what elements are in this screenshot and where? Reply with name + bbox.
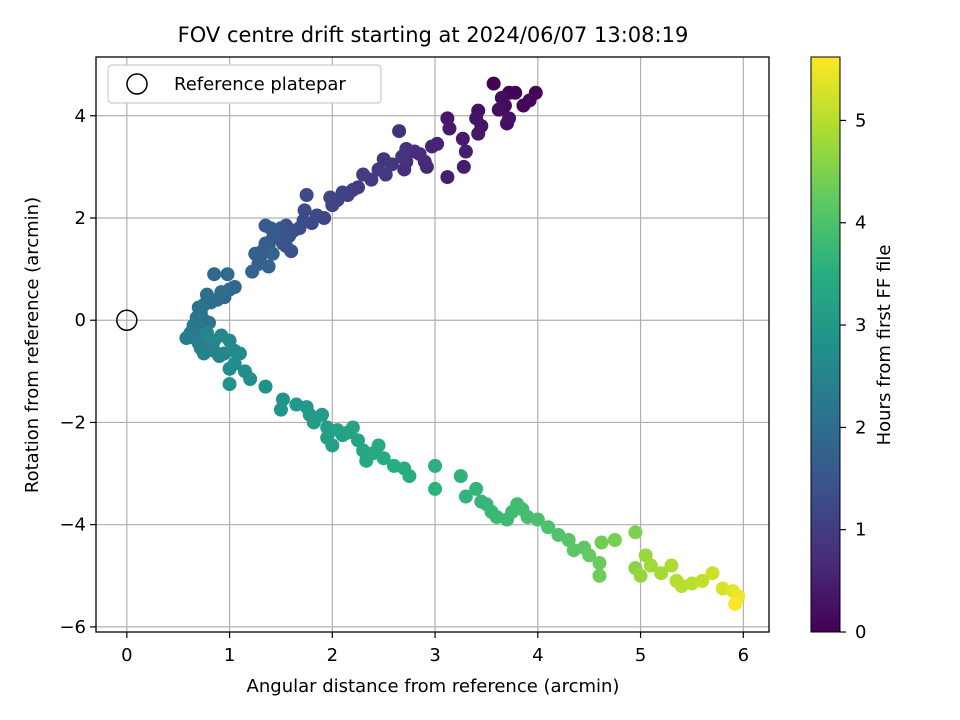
colorbar (810, 56, 841, 633)
x-tick-label: 6 (738, 645, 749, 666)
data-point (323, 190, 338, 205)
data-point (315, 407, 330, 422)
legend-reference-marker (126, 73, 148, 95)
data-point (508, 85, 523, 100)
data-point (628, 525, 643, 540)
data-point (607, 533, 622, 547)
legend: Reference platepar (107, 64, 382, 104)
data-point (695, 573, 710, 588)
legend-label: Reference platepar (174, 74, 346, 95)
data-point (728, 596, 743, 611)
data-point (594, 535, 609, 550)
data-point (299, 188, 314, 202)
data-point (541, 520, 556, 535)
data-point (207, 267, 222, 282)
data-point (428, 458, 443, 473)
data-point (227, 280, 242, 294)
data-point (664, 558, 679, 573)
data-point (458, 489, 473, 504)
y-tick-label: 0 (75, 310, 86, 331)
data-point (530, 512, 545, 527)
data-point (522, 93, 537, 108)
x-tick-label: 4 (532, 645, 543, 666)
chart-title: FOV centre drift starting at 2024/06/07 … (178, 23, 689, 47)
data-points (179, 76, 746, 611)
x-tick-label: 3 (429, 645, 440, 666)
data-point (376, 451, 391, 466)
data-point (402, 469, 417, 484)
data-point (592, 568, 607, 583)
legend-box (107, 64, 382, 104)
data-point (258, 379, 273, 394)
x-axis-label: Angular distance from reference (arcmin) (247, 676, 620, 697)
data-point (220, 267, 235, 282)
data-point (279, 239, 294, 254)
data-point (494, 90, 509, 105)
colorbar-tick-label: 0 (855, 622, 866, 643)
data-point (297, 203, 312, 218)
y-axis-label: Rotation from reference (arcmin) (22, 197, 43, 493)
x-tick-label: 1 (224, 645, 235, 666)
data-point (356, 167, 371, 182)
data-point (378, 167, 393, 182)
data-point (455, 131, 470, 146)
data-point (371, 438, 386, 453)
data-point (261, 259, 276, 274)
data-point (654, 566, 669, 581)
data-point (392, 124, 407, 139)
data-point (502, 111, 517, 126)
data-point (222, 377, 237, 392)
y-tick-label: 4 (75, 106, 86, 127)
data-point (325, 438, 340, 453)
colorbar-tick-label: 3 (855, 315, 866, 336)
data-point (273, 221, 288, 236)
data-point (345, 420, 360, 435)
colorbar-tick-label: 2 (855, 417, 866, 438)
x-tick-label: 0 (121, 645, 132, 666)
data-point (458, 144, 473, 159)
data-point (633, 568, 648, 583)
colorbar-tick-label: 4 (855, 213, 866, 234)
data-point (705, 566, 720, 581)
y-tick-label: 2 (75, 208, 86, 229)
data-point (243, 372, 258, 386)
data-point (397, 162, 412, 177)
x-tick-label: 2 (327, 645, 338, 666)
colorbar-ticks: 0 1 2 3 4 5 (840, 110, 866, 643)
data-point (424, 139, 439, 154)
data-point (258, 218, 273, 233)
plot-frame (95, 56, 770, 633)
data-point (273, 402, 288, 417)
data-point (440, 170, 455, 185)
x-tick-label: 5 (635, 645, 646, 666)
data-point (471, 126, 486, 141)
data-point (222, 361, 237, 376)
data-point (469, 481, 484, 496)
y-tick-label: −4 (59, 515, 86, 536)
data-point (456, 159, 471, 174)
colorbar-tick-label: 1 (855, 520, 866, 541)
y-axis-ticks: −6 −4 −2 0 2 4 (59, 106, 96, 638)
data-point (486, 76, 501, 91)
y-tick-label: −2 (59, 412, 86, 433)
data-point (248, 246, 263, 261)
data-point (395, 149, 410, 164)
data-point (265, 246, 280, 261)
reference-marker (116, 309, 138, 331)
data-point (643, 558, 658, 573)
data-point (199, 326, 214, 340)
data-point (453, 469, 468, 484)
x-axis-ticks: 0 1 2 3 4 5 6 (121, 632, 749, 666)
colorbar-tick-label: 5 (855, 110, 866, 131)
data-point (179, 331, 194, 346)
data-point (582, 548, 597, 563)
data-point (592, 556, 607, 570)
data-point (428, 481, 443, 496)
colorbar-label: Hours from first FF file (874, 245, 895, 446)
data-point (442, 121, 457, 136)
y-tick-label: −6 (59, 617, 86, 638)
data-point (491, 102, 506, 117)
data-point (245, 264, 260, 279)
